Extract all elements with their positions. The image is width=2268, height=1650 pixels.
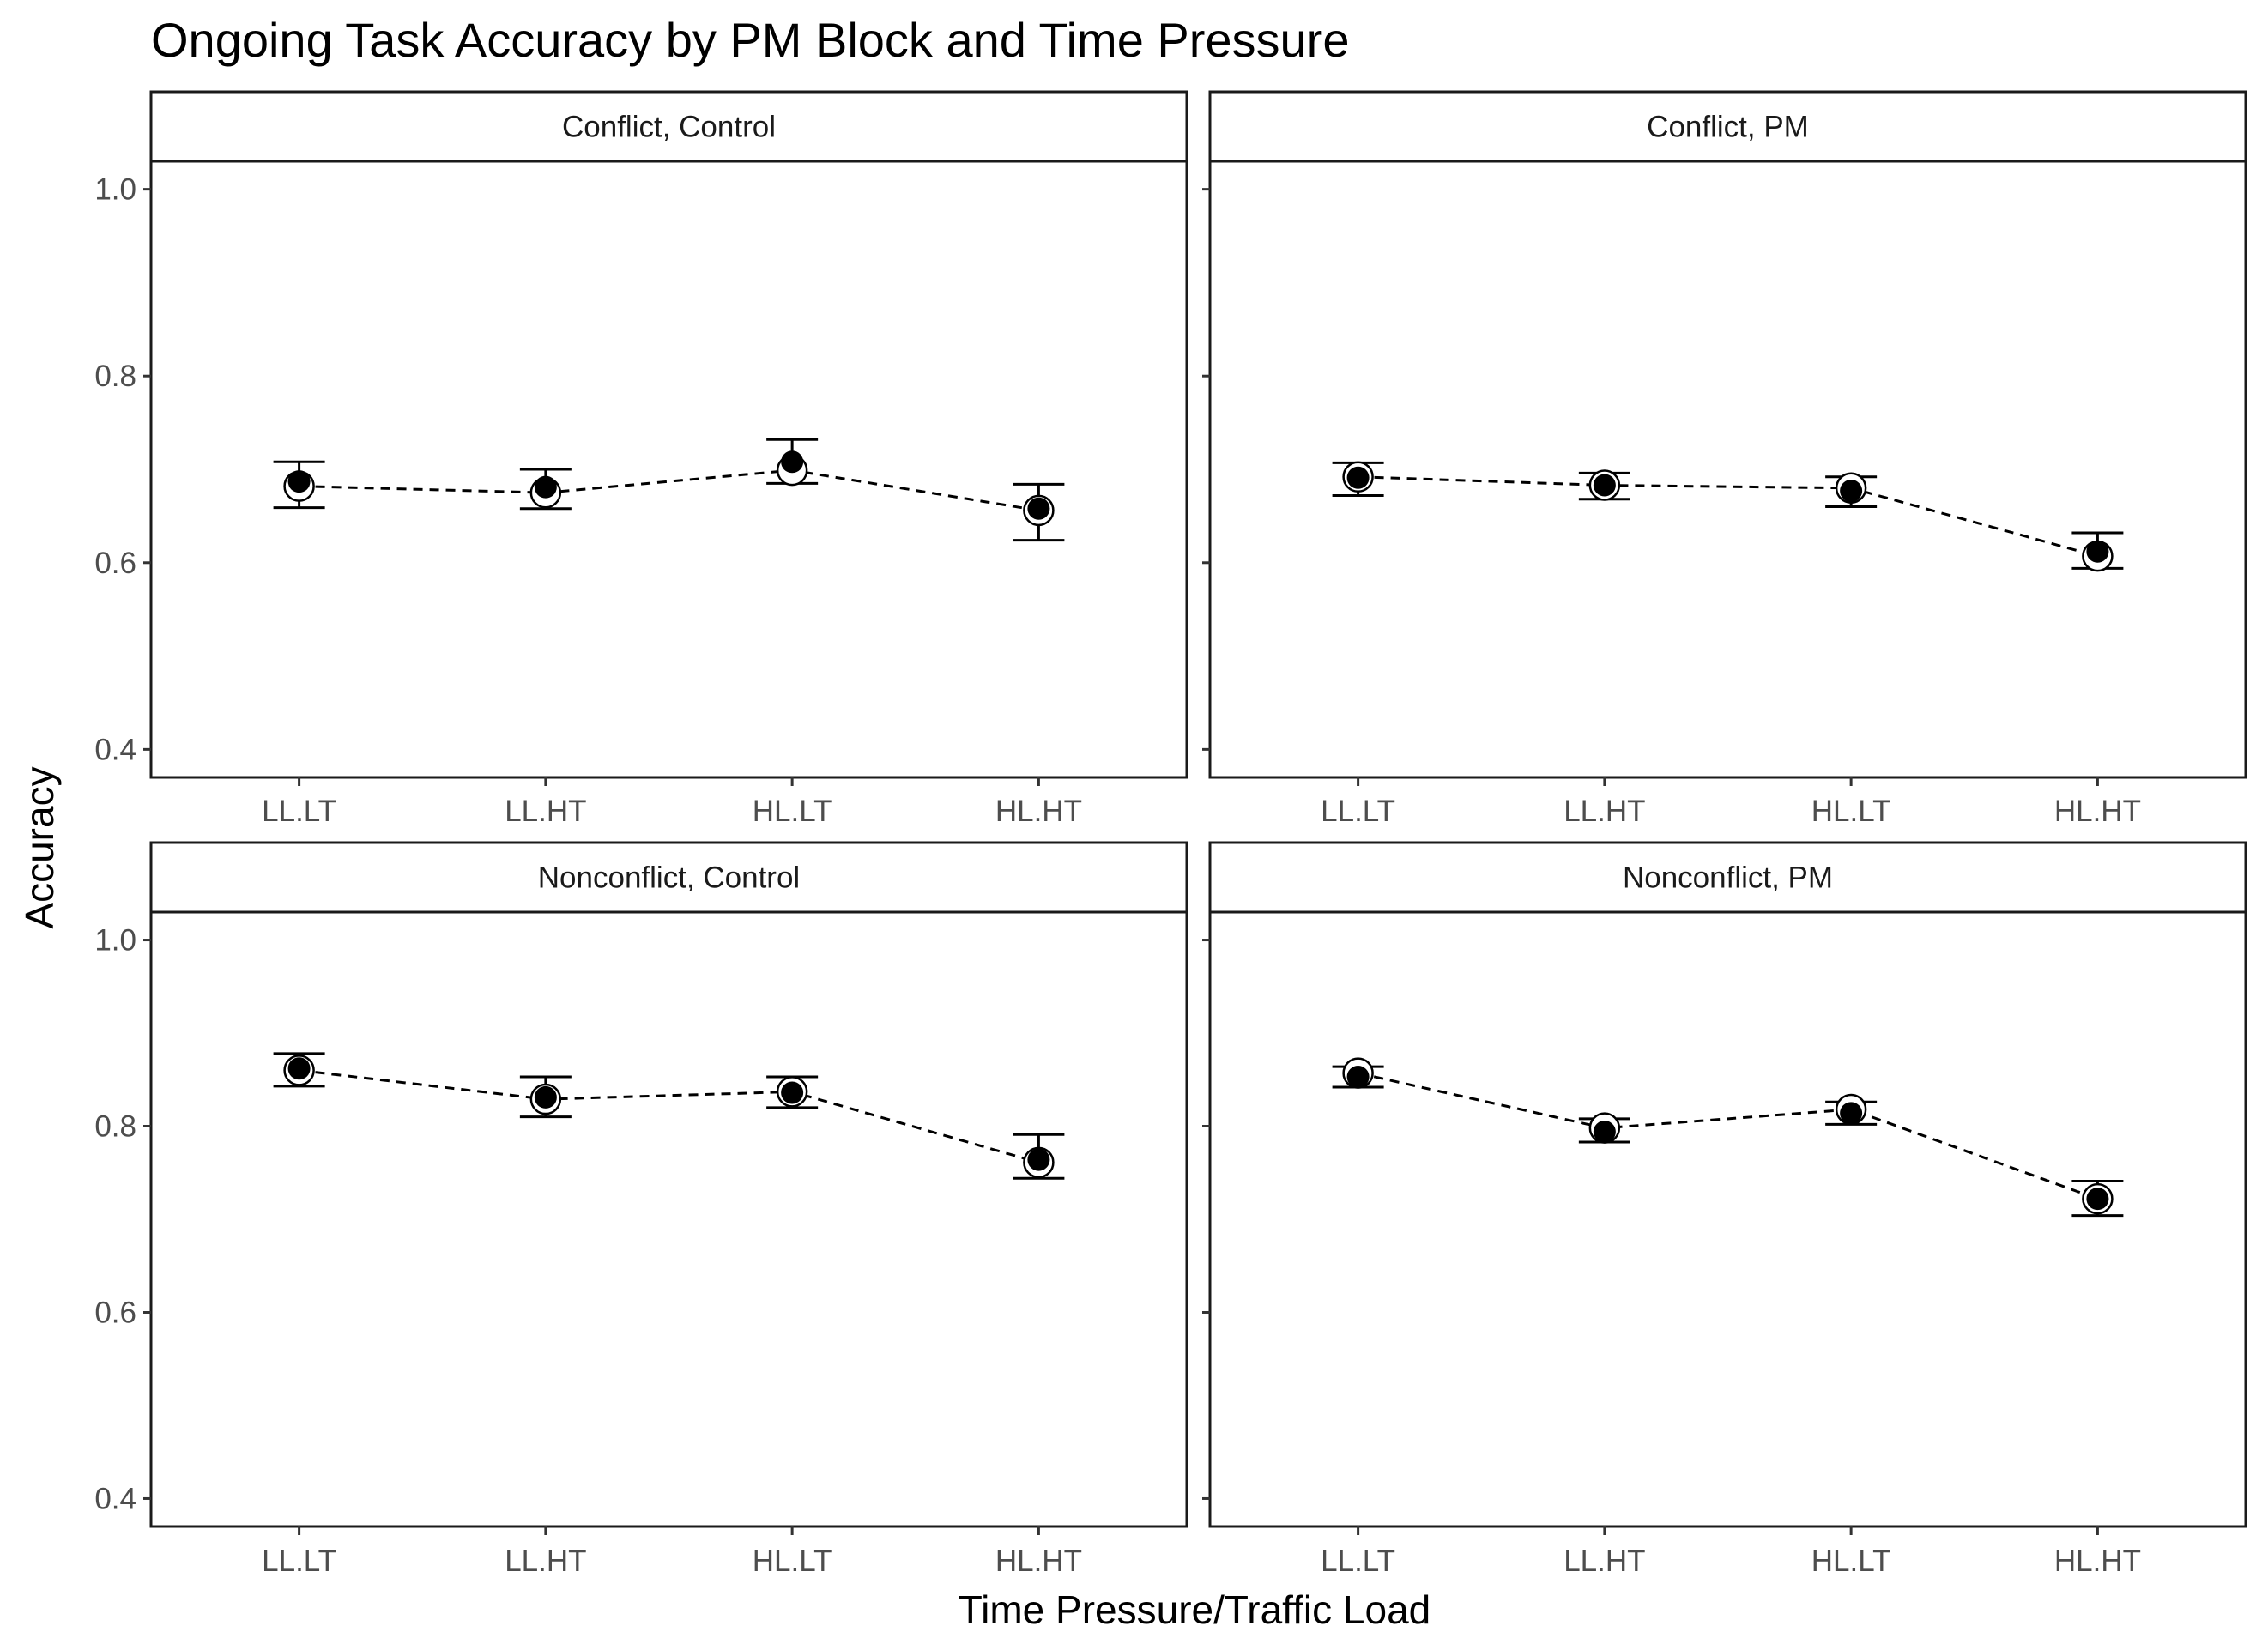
y-tick-label: 0.8 <box>94 360 136 393</box>
x-tick-label: LL.LT <box>262 795 336 828</box>
filled-point <box>781 450 804 474</box>
series-dashed-line <box>1358 1072 2098 1200</box>
y-tick-label: 0.6 <box>94 547 136 580</box>
x-tick-label: HL.HT <box>2054 1544 2141 1578</box>
x-tick-label: LL.HT <box>505 795 586 828</box>
panel-border <box>149 160 1188 779</box>
facet-strip <box>149 90 1188 163</box>
panel-border <box>149 910 1188 1528</box>
x-tick-label: LL.HT <box>505 1544 586 1578</box>
x-tick-label: HL.HT <box>2054 795 2141 828</box>
facet-strip <box>1208 841 2247 914</box>
facet-strip-label: Conflict, PM <box>1647 111 1809 144</box>
chart-title: Ongoing Task Accuracy by PM Block and Ti… <box>151 13 1349 67</box>
facet-strip-label: Nonconflict, PM <box>1623 861 1833 895</box>
filled-point <box>1593 474 1616 497</box>
facet-strip-label: Conflict, Control <box>562 111 776 144</box>
series-dashed-line <box>1358 475 2098 558</box>
filled-point <box>781 1081 804 1104</box>
x-axis-title: Time Pressure/Traffic Load <box>959 1587 1431 1632</box>
facet-panels: Conflict, Control 0.4 0.6 0.8 1.0 LL.LT LL.HT H… <box>94 90 2247 1578</box>
facet-strip-label: Nonconflict, Control <box>538 861 800 895</box>
x-tick-label: HL.LT <box>1811 795 1891 828</box>
facet-strip <box>149 841 1188 914</box>
x-tick-label: LL.HT <box>1563 795 1645 828</box>
x-tick-label: HL.LT <box>753 795 832 828</box>
x-tick-label: HL.HT <box>995 1544 1082 1578</box>
filled-point <box>1027 497 1050 520</box>
panel-border <box>1208 160 2247 779</box>
facet-panel: Nonconflict, Control 0.4 0.6 0.8 1.0 LL.LT LL.… <box>94 841 1188 1578</box>
filled-point <box>1840 1102 1863 1125</box>
filled-point <box>1593 1121 1616 1144</box>
y-tick-label: 0.6 <box>94 1296 136 1329</box>
filled-point <box>287 1057 311 1080</box>
x-tick-label: LL.LT <box>1321 1544 1395 1578</box>
panel-border <box>1208 910 2247 1528</box>
series-dashed-line <box>299 468 1039 512</box>
y-axis-title: Accuracy <box>17 766 62 928</box>
filled-point <box>287 470 311 493</box>
filled-point <box>1027 1148 1050 1171</box>
x-tick-label: LL.HT <box>1563 1544 1645 1578</box>
x-tick-label: LL.LT <box>1321 795 1395 828</box>
facet-panel: Conflict, Control 0.4 0.6 0.8 1.0 LL.LT LL.HT H… <box>94 90 1188 828</box>
facet-strip <box>1208 90 2247 163</box>
filled-point <box>534 1085 557 1109</box>
x-tick-label: LL.LT <box>262 1544 336 1578</box>
facet-panel: Conflict, PM LL.LT LL.HT HL.LT HL.HT <box>1202 90 2247 828</box>
x-tick-label: HL.LT <box>1811 1544 1891 1578</box>
y-tick-label: 0.4 <box>94 733 136 766</box>
filled-point <box>1840 480 1863 503</box>
filled-point <box>1346 466 1370 489</box>
x-tick-label: HL.HT <box>995 795 1082 828</box>
y-tick-label: 1.0 <box>94 173 136 207</box>
y-tick-label: 1.0 <box>94 924 136 958</box>
facet-panel: Nonconflict, PM LL.LT LL.HT HL.LT HL.HT <box>1202 841 2247 1578</box>
series-dashed-line <box>299 1068 1039 1164</box>
x-tick-label: HL.LT <box>753 1544 832 1578</box>
filled-point <box>1346 1066 1370 1089</box>
y-tick-label: 0.4 <box>94 1482 136 1515</box>
filled-point <box>2086 1188 2109 1211</box>
filled-point <box>2086 540 2109 563</box>
filled-point <box>534 475 557 499</box>
y-tick-label: 0.8 <box>94 1110 136 1144</box>
